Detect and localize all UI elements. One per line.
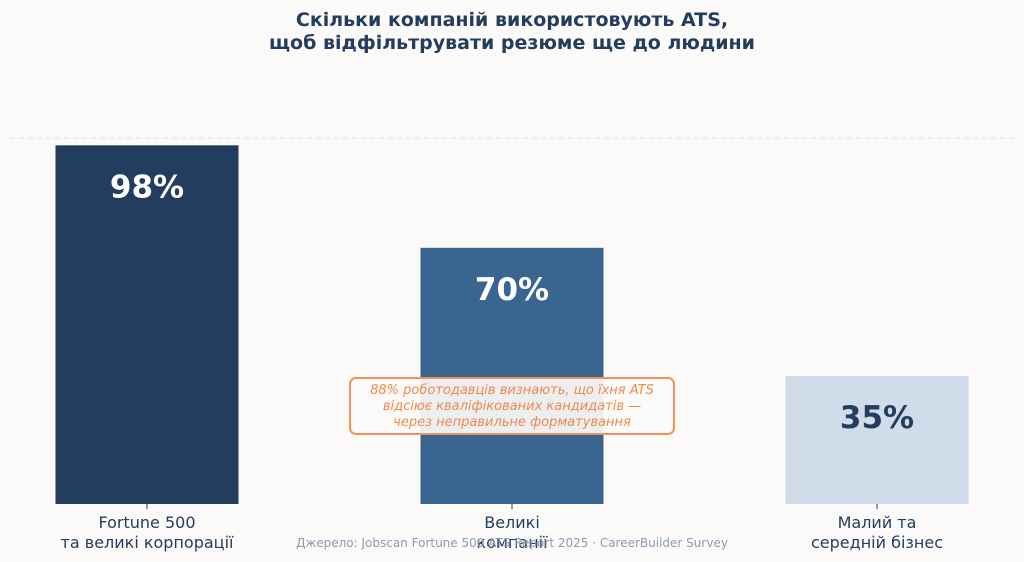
chart-title-line-2: щоб відфільтрувати резюме ще до людини xyxy=(269,32,755,54)
chart-title-line-1: Скільки компаній використовують ATS, xyxy=(295,9,729,31)
annotation-line-3: через неправильне форматування xyxy=(393,415,631,430)
bar-1 xyxy=(55,145,239,504)
x-tick-label-3-line-2: середній бізнес xyxy=(811,533,943,552)
x-tick-label-2-line-2: компанії xyxy=(476,533,548,552)
bar-value-label-3: 35% xyxy=(840,400,914,436)
x-tick-label-3-line-1: Малий та xyxy=(838,513,917,532)
bar-value-label-1: 98% xyxy=(110,169,184,205)
annotation-callout: 88% роботодавців визнають, що їхня ATS в… xyxy=(349,377,675,435)
bar-value-label-2: 70% xyxy=(475,272,549,308)
annotation-line-1: 88% роботодавців визнають, що їхня ATS xyxy=(370,383,654,398)
bar-3 xyxy=(785,375,969,504)
x-tick-label-2-line-1: Великі xyxy=(484,513,540,532)
annotation-line-2: відсіює кваліфікованих кандидатів — xyxy=(382,399,642,414)
source-note: Джерело: Jobscan Fortune 500 ATS Report … xyxy=(296,536,728,550)
x-tick-label-1-line-2: та великі корпорації xyxy=(61,533,234,552)
x-tick-label-1-line-1: Fortune 500 xyxy=(98,513,195,532)
bar-2 xyxy=(420,247,604,505)
